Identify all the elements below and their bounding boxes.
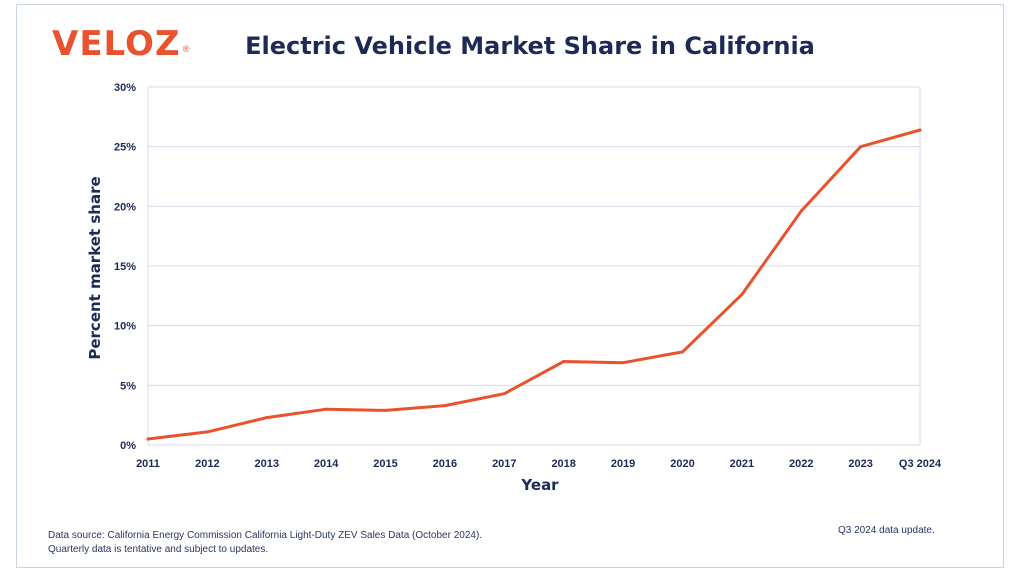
y-tick-label: 15% [114, 261, 136, 273]
x-tick-label: 2021 [730, 458, 754, 470]
data-point [859, 145, 863, 149]
update-note: Q3 2024 data update. [838, 525, 935, 536]
y-tick-label: 10% [114, 321, 136, 333]
y-tick-label: 30% [114, 82, 136, 94]
x-axis-title: Year [520, 476, 559, 494]
data-point [205, 430, 209, 434]
data-point [621, 361, 625, 365]
x-tick-label: 2012 [195, 458, 219, 470]
y-tick-label: 0% [120, 440, 136, 452]
y-axis-title: Percent market share [86, 176, 104, 359]
data-point [680, 350, 684, 354]
data-point [265, 416, 269, 420]
x-tick-label: 2015 [373, 458, 397, 470]
chart-frame [16, 4, 1004, 568]
data-point [799, 209, 803, 213]
data-point [146, 437, 150, 441]
x-tick-label: 2016 [433, 458, 457, 470]
logo-text: VELOZ [52, 24, 181, 64]
chart-title: Electric Vehicle Market Share in Califor… [245, 32, 815, 60]
y-tick-label: 20% [114, 201, 136, 213]
x-tick-label: 2017 [492, 458, 516, 470]
x-tick-label: 2022 [789, 458, 813, 470]
data-point [918, 128, 922, 132]
x-tick-label: 2023 [848, 458, 872, 470]
series-line [146, 128, 922, 441]
data-source-note: Data source: California Energy Commissio… [48, 529, 482, 557]
data-point [562, 359, 566, 363]
x-tick-label: 2011 [136, 458, 160, 470]
registered-mark: ® [181, 45, 192, 55]
veloz-logo: VELOZ® [52, 24, 191, 64]
data-source-line-2: Quarterly data is tentative and subject … [48, 544, 269, 555]
x-tick-label: 2019 [611, 458, 635, 470]
data-point [502, 392, 506, 396]
x-tick-label: 2020 [670, 458, 694, 470]
data-point [443, 404, 447, 408]
y-tick-label: 5% [120, 380, 136, 392]
x-tick-label: 2013 [255, 458, 279, 470]
data-source-line-1: Data source: California Energy Commissio… [48, 530, 483, 541]
x-tick-label: Q3 2024 [899, 458, 942, 470]
data-point [384, 408, 388, 412]
x-tick-label: 2014 [314, 458, 339, 470]
data-point [324, 407, 328, 411]
data-point [740, 293, 744, 297]
y-tick-label: 25% [114, 142, 136, 154]
x-tick-label: 2018 [551, 458, 575, 470]
